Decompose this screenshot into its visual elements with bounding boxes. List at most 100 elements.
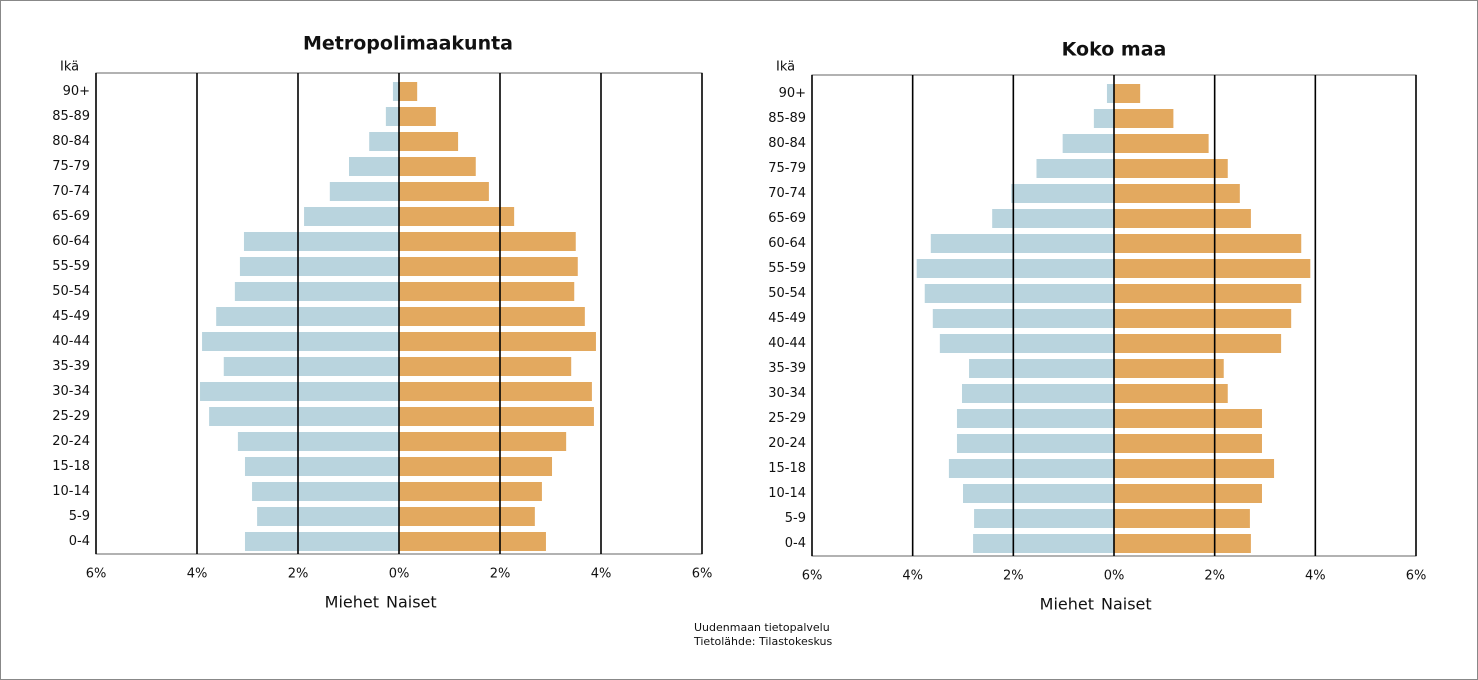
bar [399,407,594,426]
source-line: Tietolähde: Tilastokeskus [693,635,832,648]
x-tick-label: 2% [288,567,309,582]
bar [399,307,585,326]
bar [399,332,596,351]
bar [399,507,535,526]
bar [963,484,1114,503]
x-tick-label: 6% [1406,569,1427,584]
y-tick-label: 0-4 [785,536,806,551]
y-axis-label: Ikä [776,60,795,75]
y-tick-label: 85-89 [52,109,90,124]
x-tick-label: 6% [802,569,823,584]
bar [1114,384,1228,403]
bar [1114,109,1174,128]
bar [257,507,399,526]
bar [399,457,553,476]
x-tick-label: 4% [591,567,612,582]
bar [223,357,399,376]
bar [1114,159,1228,178]
y-tick-label: 45-49 [768,311,806,326]
bar [209,407,399,426]
series-label: Miehet [325,593,379,612]
bar [244,457,399,476]
bar [1114,84,1141,103]
bar [1114,509,1250,528]
y-tick-label: 80-84 [768,136,806,151]
bar [243,232,399,251]
y-tick-label: 60-64 [52,234,90,249]
chart-title: Koko maa [1062,39,1167,61]
bar [399,382,592,401]
bar [399,107,436,126]
y-tick-label: 10-14 [768,486,806,501]
bar [1114,284,1302,303]
y-tick-label: 70-74 [52,184,90,199]
bar [1114,459,1275,478]
y-axis-label: Ikä [60,60,79,75]
y-tick-label: 25-29 [52,409,90,424]
y-tick-label: 75-79 [768,161,806,176]
bar [349,157,399,176]
bar [304,207,399,226]
x-tick-label: 6% [692,567,713,582]
bar [399,357,572,376]
y-tick-label: 65-69 [52,209,90,224]
y-tick-label: 55-59 [768,261,806,276]
bar [1114,359,1224,378]
bar [1062,134,1114,153]
chart-title: Metropolimaakunta [303,33,513,55]
x-tick-label: 6% [86,567,107,582]
bar [992,209,1114,228]
bar [399,207,515,226]
source-line: Uudenmaan tietopalvelu [694,621,830,634]
y-tick-label: 15-18 [52,459,90,474]
bar [956,409,1114,428]
bar [216,307,399,326]
bar [239,257,399,276]
bar [399,132,459,151]
y-tick-label: 60-64 [768,236,806,251]
y-tick-label: 90+ [63,84,90,99]
y-tick-label: 5-9 [69,509,90,524]
bar [329,182,399,201]
bar [1036,159,1114,178]
bar [916,259,1114,278]
bar [1114,259,1311,278]
bar [399,532,546,551]
bar [399,282,575,301]
bar [392,82,399,101]
x-tick-label: 0% [1104,569,1125,584]
bar [956,434,1114,453]
bar [399,482,542,501]
y-tick-label: 35-39 [52,359,90,374]
y-tick-label: 75-79 [52,159,90,174]
bar [399,232,576,251]
series-label: Naiset [386,593,437,612]
y-tick-label: 40-44 [768,336,806,351]
bar [1114,484,1262,503]
y-tick-label: 30-34 [52,384,90,399]
y-tick-label: 35-39 [768,361,806,376]
y-tick-label: 25-29 [768,411,806,426]
bar [200,382,399,401]
y-tick-label: 80-84 [52,134,90,149]
bar [1011,184,1114,203]
y-tick-label: 45-49 [52,309,90,324]
y-tick-label: 65-69 [768,211,806,226]
bar [252,482,399,501]
x-tick-label: 4% [902,569,923,584]
bar [973,534,1114,553]
bar [1114,434,1262,453]
bar [385,107,399,126]
bar [234,282,399,301]
bar [399,182,489,201]
bar [399,432,567,451]
bar [1114,309,1292,328]
y-tick-label: 85-89 [768,111,806,126]
x-tick-label: 0% [389,567,410,582]
y-tick-label: 15-18 [768,461,806,476]
y-tick-label: 30-34 [768,386,806,401]
bar [369,132,399,151]
bar [948,459,1114,478]
bar [1114,534,1251,553]
